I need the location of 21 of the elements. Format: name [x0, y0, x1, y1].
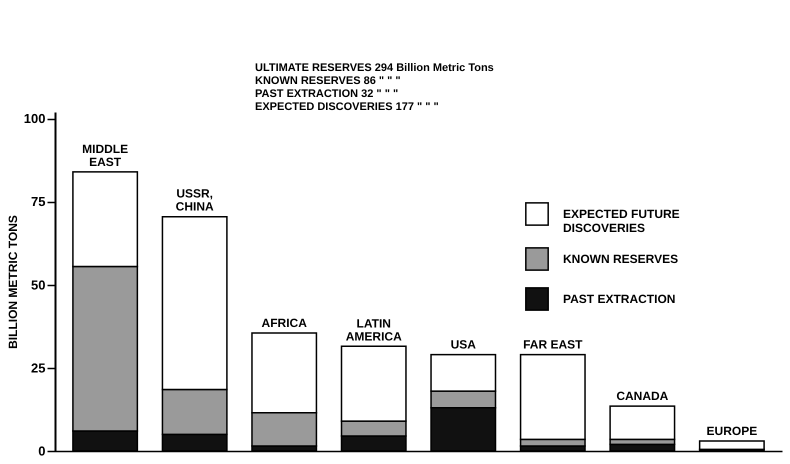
x-tick-label: CANADA [616, 389, 669, 404]
legend-label: EXPECTED FUTURE DISCOVERIES [563, 207, 680, 235]
x-tick-label: EUROPE [706, 424, 758, 438]
y-tick-label: 0 [38, 444, 46, 458]
y-tick-label: 25 [31, 360, 46, 376]
y-tick-label: 50 [31, 277, 46, 292]
text: KNOWN RESERVES 86 " " " [255, 75, 401, 87]
x-tick-label: USSR, CHINA [176, 186, 214, 214]
x-tick-label: MIDDLE EAST [82, 142, 128, 169]
text: PAST EXTRACTION 32 " " " [255, 88, 398, 100]
x-tick-label: USA [450, 338, 476, 352]
y-tick-label: 75 [31, 194, 46, 210]
legend-label: KNOWN RESERVES [563, 252, 678, 266]
annotation: EXPECTED DISCOVERIES 177 " " " [255, 101, 439, 113]
x-tick-label: FAR EAST [523, 338, 584, 352]
text: ULTIMATE RESERVES 294 Billion Metric Tons [255, 62, 494, 74]
x-tick-label: AFRICA [262, 316, 308, 330]
legend-label: PAST EXTRACTION [563, 292, 676, 306]
x-tick-label: LATIN AMERICA [346, 316, 402, 344]
y-tick-label: 100 [24, 111, 46, 126]
y-axis-title: BILLION METRIC TONS [6, 215, 20, 349]
